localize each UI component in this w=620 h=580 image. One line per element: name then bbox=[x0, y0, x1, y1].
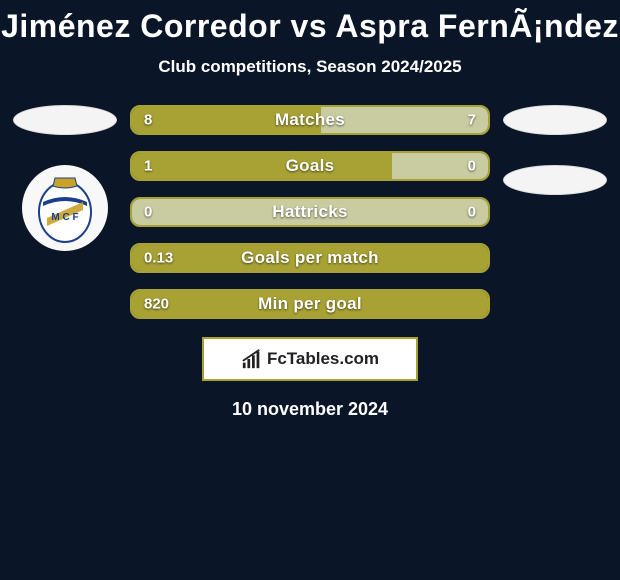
stat-label: Goals per match bbox=[241, 248, 379, 268]
svg-text:M C F: M C F bbox=[51, 212, 78, 223]
stat-right-value: 0 bbox=[468, 158, 476, 175]
stat-left-value: 0.13 bbox=[144, 250, 173, 267]
brand-box[interactable]: FcTables.com bbox=[202, 337, 418, 381]
stat-left-segment bbox=[132, 153, 392, 179]
stat-label: Hattricks bbox=[272, 202, 347, 222]
stat-label: Min per goal bbox=[258, 294, 362, 314]
left-club-badge: M C F bbox=[22, 165, 108, 251]
stat-bar: 0 Hattricks 0 bbox=[130, 197, 490, 227]
stat-left-value: 1 bbox=[144, 158, 152, 175]
brand-label: FcTables.com bbox=[267, 349, 379, 369]
right-club-placeholder-icon bbox=[503, 165, 607, 195]
stat-bar: 0.13 Goals per match bbox=[130, 243, 490, 273]
real-madrid-crest-icon: M C F bbox=[37, 172, 93, 244]
stat-bar: 820 Min per goal bbox=[130, 289, 490, 319]
right-flag-icon bbox=[503, 105, 607, 135]
date-label: 10 november 2024 bbox=[232, 399, 388, 420]
left-player-col: M C F bbox=[10, 105, 120, 251]
stat-bars: 8 Matches 7 1 Goals 0 0 Hattricks 0 0.13 Goals per… bbox=[130, 105, 490, 319]
stat-left-value: 0 bbox=[144, 204, 152, 221]
left-flag-icon bbox=[13, 105, 117, 135]
stat-left-value: 8 bbox=[144, 112, 152, 129]
stat-right-value: 7 bbox=[468, 112, 476, 129]
stat-left-value: 820 bbox=[144, 296, 169, 313]
stat-label: Matches bbox=[275, 110, 345, 130]
comparison-row: M C F 8 Matches 7 1 Goals 0 0 Hattricks 0 0.13 Goa… bbox=[0, 105, 620, 319]
right-player-col bbox=[500, 105, 610, 195]
stat-label: Goals bbox=[286, 156, 335, 176]
stat-right-segment bbox=[321, 107, 488, 133]
stat-bar: 1 Goals 0 bbox=[130, 151, 490, 181]
stat-bar: 8 Matches 7 bbox=[130, 105, 490, 135]
subtitle: Club competitions, Season 2024/2025 bbox=[0, 57, 620, 77]
stat-right-value: 0 bbox=[468, 204, 476, 221]
page-title: Jiménez Corredor vs Aspra FernÃ¡ndez bbox=[0, 8, 620, 45]
fctables-logo-icon bbox=[241, 348, 263, 370]
